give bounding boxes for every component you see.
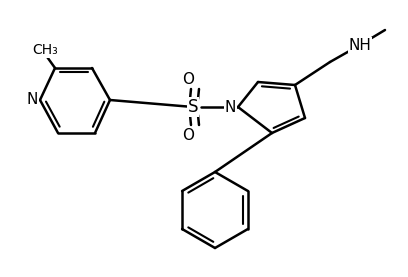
- Text: N: N: [27, 93, 38, 107]
- Text: NH: NH: [348, 37, 371, 53]
- Text: O: O: [182, 127, 194, 142]
- Text: O: O: [182, 71, 194, 86]
- Text: CH₃: CH₃: [32, 43, 58, 57]
- Text: S: S: [188, 98, 198, 116]
- Text: N: N: [225, 99, 236, 114]
